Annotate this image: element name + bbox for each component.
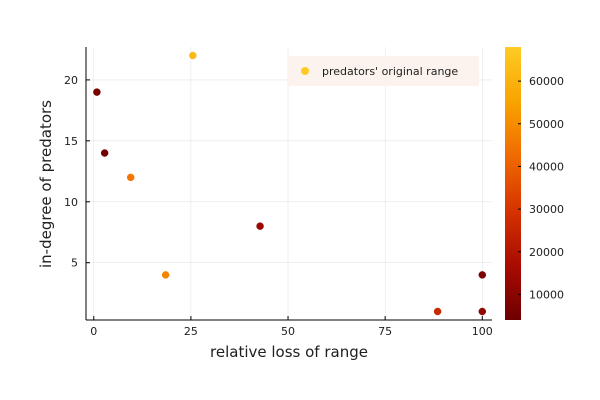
y-tick-label: 5 <box>71 257 78 270</box>
y-tick-label: 15 <box>64 135 78 148</box>
x-ticks: 0 25 50 75 100 <box>90 316 493 338</box>
grid <box>86 47 492 320</box>
colorbar-tick-label: 20000 <box>529 246 564 259</box>
data-points <box>93 51 487 316</box>
data-point <box>433 307 442 316</box>
legend-label: predators' original range <box>322 65 458 78</box>
data-point <box>100 149 109 157</box>
axes <box>85 47 492 321</box>
colorbar-tick-label: 50000 <box>529 118 564 131</box>
legend: predators' original range <box>288 56 479 86</box>
x-tick-label: 0 <box>90 325 97 338</box>
colorbar-tick-label: 10000 <box>529 288 564 301</box>
colorbar-tick-label: 60000 <box>529 75 564 88</box>
y-axis-title: in-degree of predators <box>37 100 55 268</box>
data-point <box>478 307 487 316</box>
data-point <box>189 51 197 60</box>
x-tick-label: 75 <box>378 325 392 338</box>
legend-marker <box>301 67 309 75</box>
x-tick-label: 50 <box>281 325 295 338</box>
x-tick-label: 25 <box>184 325 198 338</box>
data-point <box>93 88 101 96</box>
y-tick-label: 10 <box>64 196 78 209</box>
colorbar-tick-label: 30000 <box>529 203 564 216</box>
x-tick-label: 100 <box>472 325 493 338</box>
colorbar-ticks: 10000 20000 30000 40000 50000 60000 <box>518 75 564 301</box>
data-point <box>126 173 135 182</box>
colorbar-gradient <box>505 47 521 320</box>
y-ticks: 5 10 15 20 <box>64 74 90 270</box>
data-point <box>161 271 170 279</box>
y-tick-label: 20 <box>64 74 78 87</box>
colorbar: 10000 20000 30000 40000 50000 60000 <box>505 47 564 320</box>
legend-box <box>288 56 479 86</box>
data-point <box>478 271 487 279</box>
colorbar-tick-label: 40000 <box>529 160 564 173</box>
x-axis-title: relative loss of range <box>210 343 368 361</box>
data-point <box>256 222 264 230</box>
